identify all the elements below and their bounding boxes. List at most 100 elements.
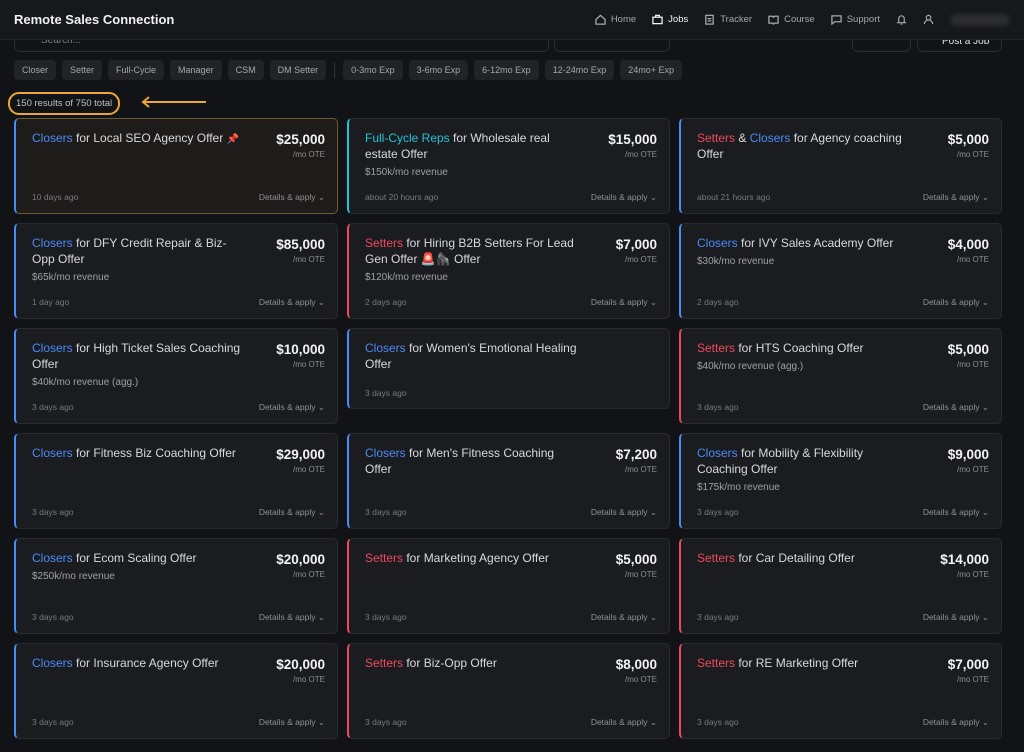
job-card[interactable]: Setters for RE Marketing Offer $7,000/mo … [679,643,1002,739]
job-card[interactable]: Closers for Men's Fitness Coaching Offer… [347,433,670,529]
details-link[interactable]: Details & apply ⌄ [590,192,657,202]
job-title: Closers for High Ticket Sales Coaching O… [32,340,325,372]
posted-time: 3 days ago [697,612,739,622]
nav-label: Support [846,14,880,25]
card-footer: 2 days ago Details & apply ⌄ [365,297,657,308]
job-card[interactable]: Setters for Car Detailing Offer $14,000/m… [679,538,1002,634]
job-card[interactable]: Closers for Ecom Scaling Offer $20,000/mo… [14,538,338,634]
job-card[interactable]: Closers for Mobility & Flexibility Coach… [679,433,1002,529]
role-label: Setters [697,551,736,565]
posted-time: 3 days ago [32,717,74,727]
card-footer: 3 days ago Details & apply ⌄ [697,717,989,728]
details-link[interactable]: Details & apply ⌄ [922,192,989,202]
job-card[interactable]: Closers for IVY Sales Academy Offer $4,00… [679,223,1002,319]
pay-period: /mo OTE [292,570,325,579]
title-text: for HTS Coaching Offer [735,341,864,355]
role-label: Setters [697,656,736,670]
pay-period: /mo OTE [292,675,325,684]
posted-time: 3 days ago [697,507,739,517]
pay-amount: $9,000 [947,447,989,462]
job-card[interactable]: Closers for DFY Credit Repair & Biz-Opp … [14,223,338,319]
job-card[interactable]: Full-Cycle Reps for Wholesale real estat… [347,118,670,214]
details-link[interactable]: Details & apply ⌄ [590,612,657,622]
posted-time: about 20 hours ago [365,192,439,202]
details-link[interactable]: Details & apply ⌄ [258,402,325,412]
job-card[interactable]: Closers for Women's Emotional Healing Of… [347,328,670,409]
filter-chip[interactable]: Setter [62,60,103,80]
job-title: Setters for Marketing Agency Offer [365,550,657,566]
nav-support[interactable]: Support [830,14,880,25]
user-icon[interactable] [923,14,934,25]
role-label: Setters [365,656,404,670]
pay: $10,000/mo OTE [276,342,325,369]
details-link[interactable]: Details & apply ⌄ [922,507,989,517]
details-link[interactable]: Details & apply ⌄ [590,717,657,727]
filter-chip[interactable]: Closer [14,60,57,80]
title-text: for Wholesale real estate Offer [365,131,554,161]
job-card[interactable]: Setters for Biz-Opp Offer $8,000/mo OTE 3 … [347,643,670,739]
pay-amount: $29,000 [276,447,325,462]
filter-chip[interactable]: CSM [227,60,264,80]
results-count: 150 results of 750 total [8,92,121,115]
details-link[interactable]: Details & apply ⌄ [922,297,989,307]
details-link[interactable]: Details & apply ⌄ [922,717,989,727]
filter-chip[interactable]: DM Setter [269,60,327,80]
pay: $5,000/mo OTE [616,552,657,579]
revenue: $65k/mo revenue [32,272,110,283]
job-card[interactable]: Closers for Fitness Biz Coaching Offer $2… [14,433,338,529]
pay-period: /mo OTE [292,360,325,369]
job-card[interactable]: Setters for HTS Coaching Offer $5,000/mo … [679,328,1002,424]
details-link[interactable]: Details & apply ⌄ [258,612,325,622]
pay-period: /mo OTE [624,150,657,159]
job-card[interactable]: Closers for High Ticket Sales Coaching O… [14,328,338,424]
details-link[interactable]: Details & apply ⌄ [922,402,989,412]
user-name-blurred[interactable] [950,13,1010,26]
bell-icon[interactable] [896,14,907,25]
filter-chip[interactable]: Manager [170,60,222,80]
details-link[interactable]: Details & apply ⌄ [590,507,657,517]
pay: $29,000/mo OTE [276,447,325,474]
title-text: for RE Marketing Offer [735,656,859,670]
filter-chip[interactable]: Full-Cycle [108,60,165,80]
filter-chip[interactable]: 24mo+ Exp [620,60,682,80]
pay: $25,000/mo OTE [276,132,325,159]
job-card[interactable]: Setters for Hiring B2B Setters For Lead … [347,223,670,319]
details-link[interactable]: Details & apply ⌄ [590,297,657,307]
nav-course[interactable]: Course [768,14,815,25]
pay: $5,000/mo OTE [948,132,989,159]
pay: $9,000/mo OTE [948,447,989,474]
filter-chip[interactable]: 0-3mo Exp [343,60,403,80]
title-text: for IVY Sales Academy Offer [737,236,894,250]
title-text: for High Ticket Sales Coaching Offer [32,341,244,371]
nav-tracker[interactable]: Tracker [704,14,752,25]
details-link[interactable]: Details & apply ⌄ [922,612,989,622]
role-label: Closers [32,341,73,355]
nav-jobs[interactable]: Jobs [652,14,688,25]
job-title: Closers for Mobility & Flexibility Coach… [697,445,989,477]
job-card[interactable]: Closers for Local SEO Agency Offer 📌 $25,… [14,118,338,214]
job-title: Setters for Hiring B2B Setters For Lead … [365,235,657,267]
details-link[interactable]: Details & apply ⌄ [258,297,325,307]
job-card[interactable]: Setters for Marketing Agency Offer $5,000… [347,538,670,634]
role-label: Setters [697,131,736,145]
pay: $15,000/mo OTE [608,132,657,159]
brand[interactable]: Remote Sales Connection [14,12,175,27]
nav-home[interactable]: Home [595,14,636,25]
job-title: Setters for Biz-Opp Offer [365,655,657,671]
job-card[interactable]: Closers for Insurance Agency Offer $20,00… [14,643,338,739]
details-link[interactable]: Details & apply ⌄ [258,507,325,517]
job-title: Setters for HTS Coaching Offer [697,340,989,356]
posted-time: 3 days ago [32,612,74,622]
job-title: Closers for Women's Emotional Healing Of… [365,340,657,372]
job-card[interactable]: Setters & Closers for Agency coaching Of… [679,118,1002,214]
filter-chip[interactable]: 6-12mo Exp [474,60,539,80]
pay-period: /mo OTE [624,675,657,684]
details-link[interactable]: Details & apply ⌄ [258,717,325,727]
filter-chip[interactable]: 12-24mo Exp [544,60,615,80]
job-title: Closers for Insurance Agency Offer [32,655,325,671]
role-label: Closers [697,236,738,250]
filter-chip[interactable]: 3-6mo Exp [408,60,469,80]
pay-amount: $7,200 [615,447,657,462]
pay-period: /mo OTE [956,255,989,264]
details-link[interactable]: Details & apply ⌄ [258,192,325,202]
